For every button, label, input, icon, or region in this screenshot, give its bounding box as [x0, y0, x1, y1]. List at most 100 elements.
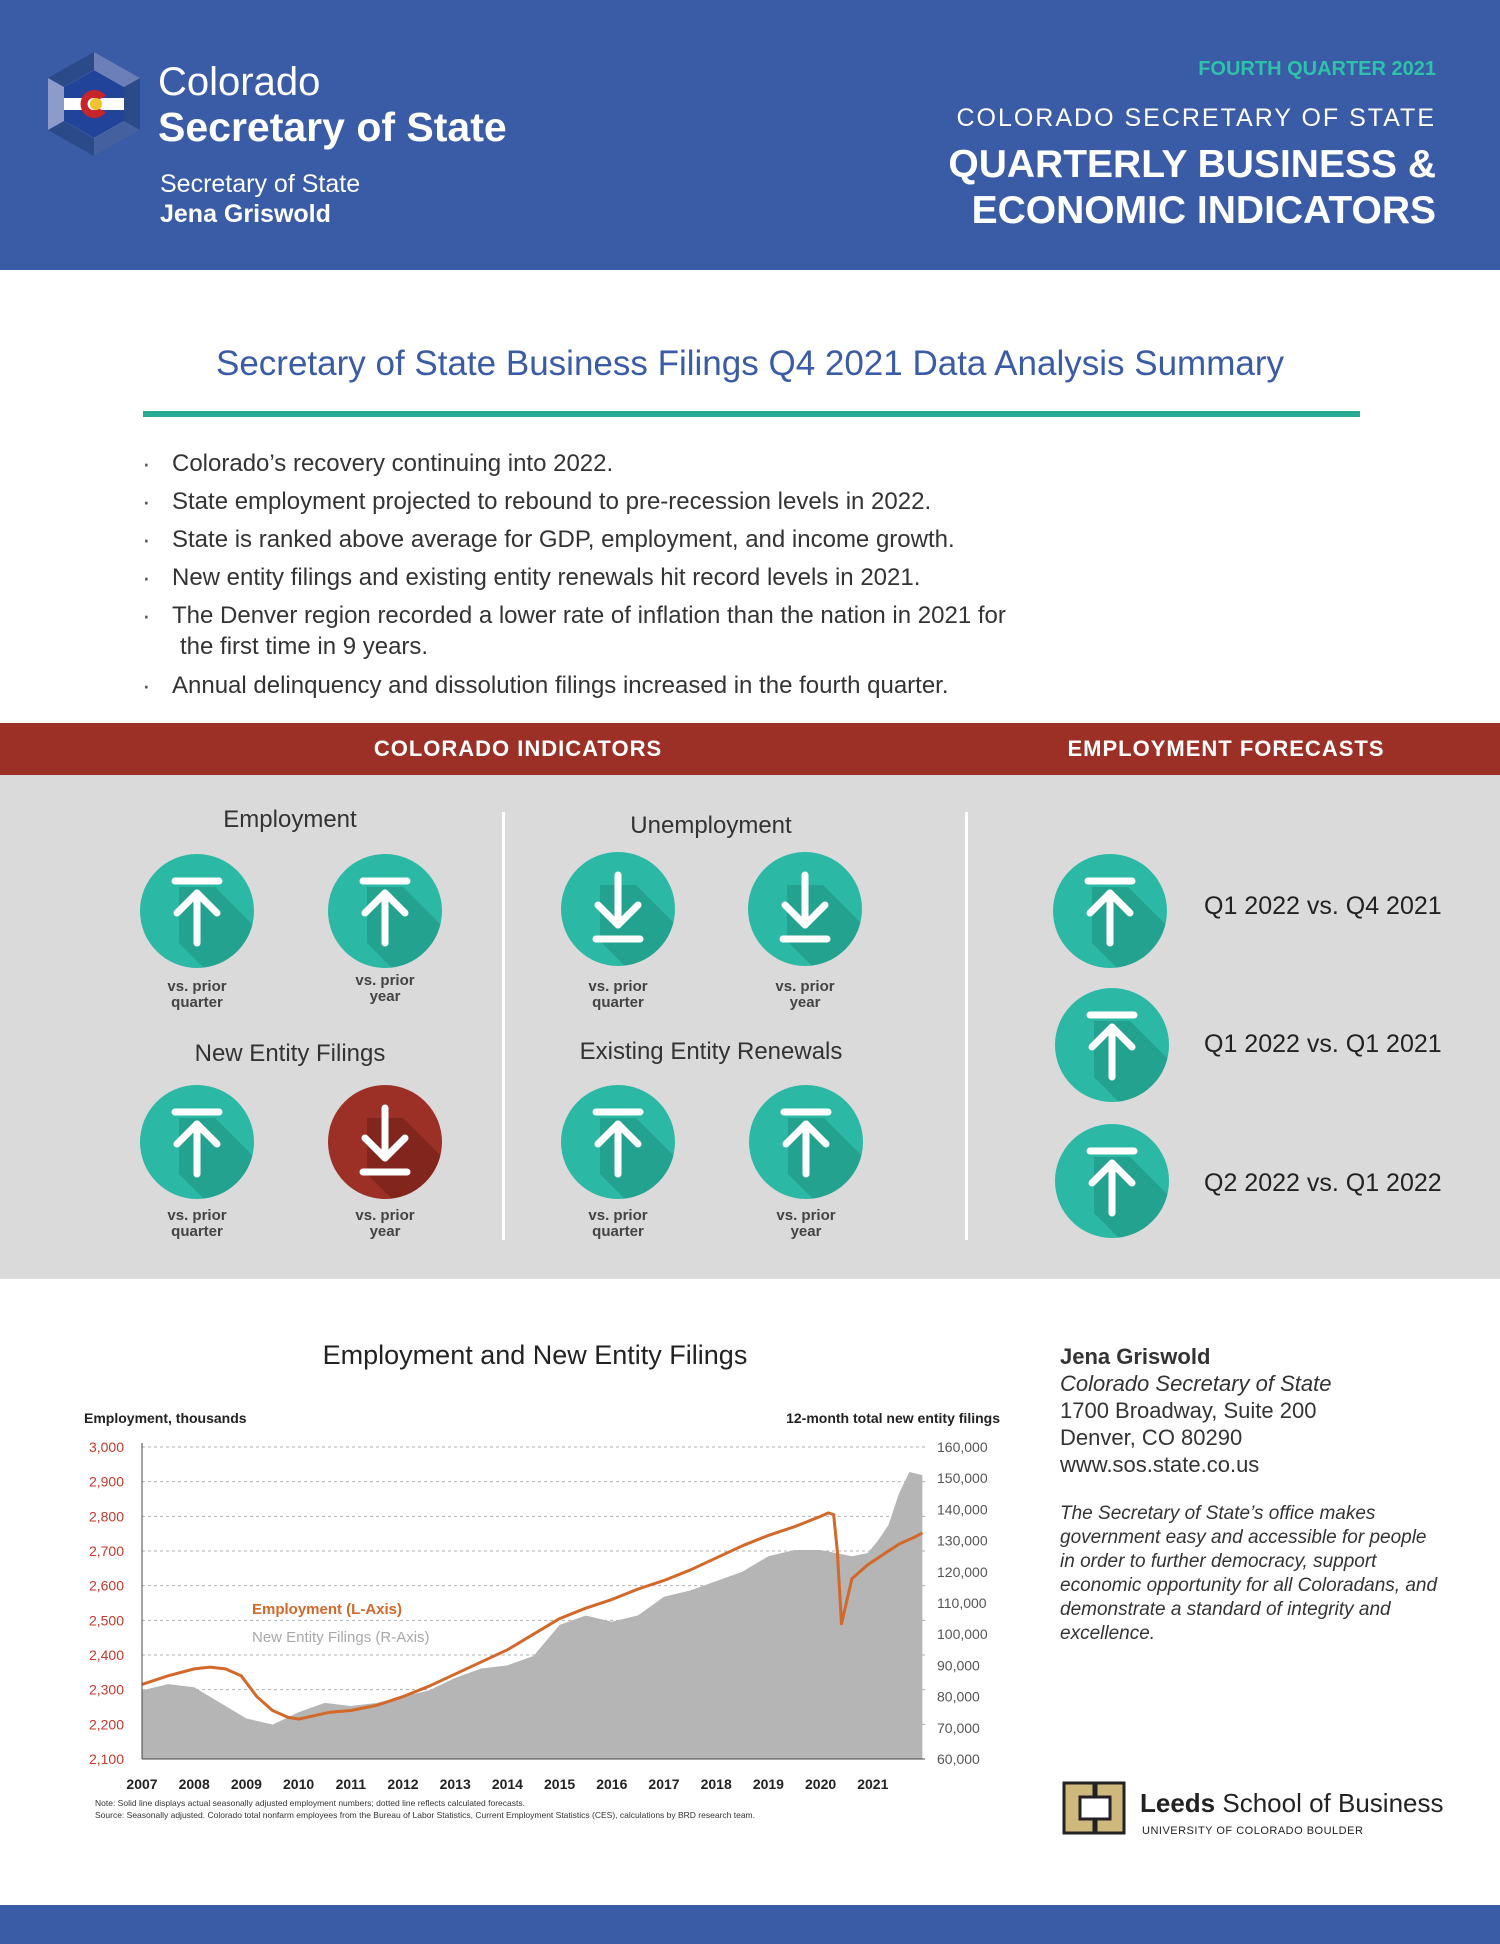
forecast-3-label: Q2 2022 vs. Q1 2022 — [1204, 1169, 1442, 1197]
column-divider — [965, 812, 968, 1240]
contact-address-1: 1700 Broadway, Suite 200 — [1060, 1398, 1317, 1423]
x-tick: 2010 — [283, 1776, 314, 1792]
header-banner: Colorado Secretary of State Secretary of… — [0, 0, 1500, 270]
forecast-1-arrow-icon — [1053, 854, 1167, 968]
indicators-panel — [0, 775, 1500, 1279]
label-line: year — [789, 994, 821, 1011]
bullet-item: The Denver region recorded a lower rate … — [142, 600, 1242, 662]
x-tick: 2020 — [805, 1776, 836, 1792]
label-line: vs. prior — [588, 978, 648, 995]
forecast-2-arrow-icon — [1055, 988, 1169, 1102]
colorado-indicators-heading: COLORADO INDICATORS — [373, 736, 663, 761]
y-tick-right: 110,000 — [937, 1595, 987, 1611]
x-tick: 2009 — [231, 1776, 262, 1792]
contact-website[interactable]: www.sos.state.co.us — [1060, 1452, 1260, 1477]
legend-new-entity-filings: New Entity Filings (R-Axis) — [252, 1629, 430, 1646]
employment-quarter-label: vs. prior quarter — [137, 979, 257, 1011]
arrow-head — [173, 1120, 221, 1148]
new-entity-title: New Entity Filings — [194, 1040, 386, 1067]
bullet-item: Colorado’s recovery continuing into 2022… — [142, 448, 1242, 479]
x-tick: 2011 — [336, 1776, 367, 1792]
renewals-year-label: vs. prior year — [746, 1208, 866, 1240]
arrow-head — [1088, 1159, 1136, 1187]
sos-label: Secretary of State — [160, 170, 361, 198]
contact-title: Colorado Secretary of State — [1060, 1371, 1332, 1396]
quarter-label: FOURTH QUARTER 2021 — [1198, 58, 1436, 80]
renewals-title: Existing Entity Renewals — [579, 1038, 843, 1065]
label-line: vs. prior — [167, 978, 227, 995]
y-axis-right-label: 12-month total new entity filings — [786, 1410, 1000, 1426]
renewals-quarter-label: vs. prior quarter — [558, 1208, 678, 1240]
new-entity-quarter-arrow-icon — [140, 1085, 254, 1199]
employment-year-arrow-icon — [328, 854, 442, 968]
leeds-university: UNIVERSITY OF COLORADO BOULDER — [1142, 1825, 1364, 1837]
y-tick-right: 150,000 — [937, 1470, 988, 1486]
y-tick-right: 160,000 — [937, 1439, 988, 1455]
employment-line — [141, 1511, 924, 1721]
x-tick: 2021 — [857, 1776, 888, 1792]
chart-title: Employment and New Entity Filings — [322, 1340, 748, 1370]
x-tick: 2014 — [492, 1776, 523, 1792]
footer-bar — [0, 1905, 1500, 1944]
bullet-continuation: the first time in 9 years. — [180, 633, 429, 660]
unemployment-year-arrow-icon — [748, 852, 862, 966]
arrow-head — [782, 1120, 830, 1148]
y-tick-left: 2,800 — [89, 1508, 124, 1524]
employment-year-label: vs. prior year — [325, 973, 445, 1005]
arrow-head — [173, 889, 221, 917]
employment-title: Employment — [223, 806, 357, 833]
chart-source-line: Source: Seasonally adjusted. Colorado to… — [95, 1810, 755, 1820]
label-line: year — [369, 988, 401, 1005]
employment-quarter-arrow-icon — [140, 854, 254, 968]
x-tick: 2007 — [126, 1776, 157, 1792]
y-tick-left: 2,900 — [89, 1474, 124, 1490]
summary-bullet-list: Colorado’s recovery continuing into 2022… — [142, 448, 1242, 708]
unemployment-title: Unemployment — [630, 812, 792, 839]
arrow-head — [361, 889, 409, 917]
y-tick-left: 3,000 — [89, 1439, 124, 1455]
y-tick-left: 2,700 — [89, 1543, 124, 1559]
label-line: quarter — [171, 1223, 223, 1240]
brand-line-2: Secretary of State — [158, 104, 507, 150]
leeds-bold: Leeds — [1140, 1788, 1216, 1818]
colorado-hexagon-logo-icon — [48, 52, 140, 156]
chart-note-line: Note: Solid line displays actual seasona… — [95, 1798, 525, 1808]
indicators-header-bar — [0, 723, 1500, 775]
y-tick-right: 60,000 — [937, 1751, 980, 1767]
label-line: quarter — [592, 994, 644, 1011]
label-line: vs. prior — [775, 978, 835, 995]
summary-divider — [143, 411, 1360, 417]
new-entity-year-label: vs. prior year — [325, 1208, 445, 1240]
x-tick: 2013 — [440, 1776, 471, 1792]
x-tick: 2012 — [387, 1776, 418, 1792]
label-line: vs. prior — [355, 972, 415, 989]
arrow-head — [781, 901, 829, 929]
arrow-head — [1086, 889, 1134, 917]
y-tick-right: 130,000 — [937, 1533, 988, 1549]
label-line: year — [369, 1223, 401, 1240]
y-tick-right: 100,000 — [937, 1626, 988, 1642]
y-tick-right: 90,000 — [937, 1657, 980, 1673]
header-subtitle: COLORADO SECRETARY OF STATE — [956, 104, 1436, 132]
column-divider — [502, 812, 505, 1240]
x-tick: 2015 — [544, 1776, 575, 1792]
label-line: vs. prior — [167, 1207, 227, 1224]
employment-filings-chart: Employment, thousands 12-month total new … — [84, 1410, 1000, 1792]
arrow-head — [1088, 1023, 1136, 1051]
forecast-2-label: Q1 2022 vs. Q1 2021 — [1204, 1030, 1442, 1058]
x-tick: 2019 — [753, 1776, 784, 1792]
cu-logo-icon — [1062, 1781, 1126, 1835]
forecast-1-label: Q1 2022 vs. Q4 2021 — [1204, 892, 1442, 920]
label-line: year — [790, 1223, 822, 1240]
arrow-head — [361, 1134, 409, 1162]
label-line: quarter — [592, 1223, 644, 1240]
y-tick-right: 120,000 — [937, 1564, 988, 1580]
bullet-item: Annual delinquency and dissolution filin… — [142, 670, 1242, 701]
bullet-item: State is ranked above average for GDP, e… — [142, 524, 1242, 555]
chart-note: Note: Solid line displays actual seasona… — [95, 1797, 995, 1821]
legend-employment: Employment (L-Axis) — [252, 1601, 402, 1618]
label-line: vs. prior — [355, 1207, 415, 1224]
contact-block: Jena Griswold Colorado Secretary of Stat… — [1060, 1343, 1331, 1478]
y-tick-left: 2,200 — [89, 1716, 124, 1732]
new-entity-year-arrow-icon — [328, 1085, 442, 1199]
